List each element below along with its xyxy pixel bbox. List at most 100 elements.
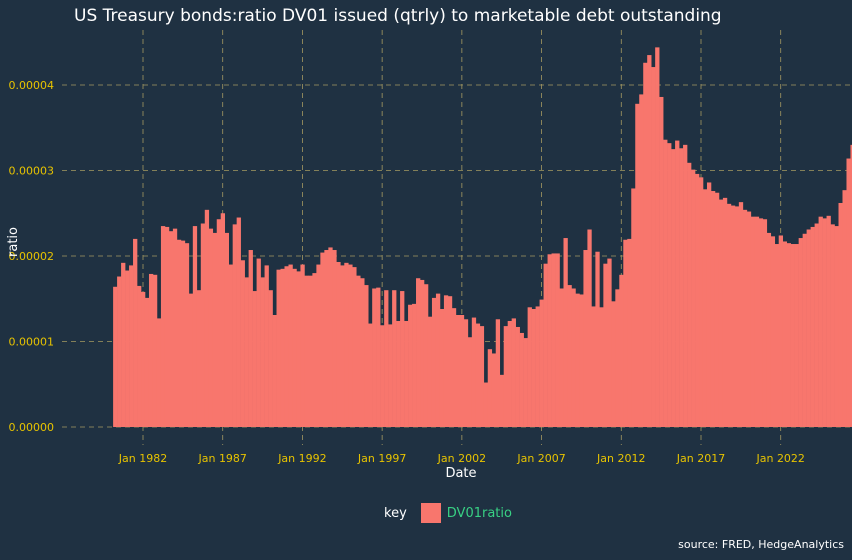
bar [547,254,552,427]
bar [834,226,839,427]
bar [714,192,720,427]
bar [404,320,409,427]
bar [447,296,453,427]
bar [627,238,632,427]
bar [710,191,716,427]
bar [164,226,170,427]
bar [643,62,648,428]
y-tick-label: 0.00002 [9,250,55,263]
bar [284,266,289,427]
bar [667,143,672,427]
bar [292,268,297,427]
bar [766,232,772,427]
bar [427,316,433,427]
x-axis-ticks: Jan 1982 Jan 1987 Jan 1992 Jan 1997 Jan 2002… [118,452,805,465]
bar [659,96,664,427]
bar [344,262,349,427]
bar [599,307,604,427]
bar [240,260,245,427]
bar [695,173,700,427]
bar [806,229,811,427]
bar [583,250,588,427]
bar [738,202,744,427]
bar [144,297,150,427]
bar [396,320,401,427]
bar [216,219,222,427]
bar [587,229,592,427]
x-tick-label: Jan 1987 [197,452,246,465]
bar [352,267,357,427]
bar [328,247,333,427]
x-tick-label: Jan 2007 [516,452,565,465]
bar [264,265,269,427]
bar [204,209,210,427]
bar [148,273,154,427]
bar [607,258,612,427]
bar [527,307,532,427]
x-tick-label: Jan 1982 [118,452,167,465]
bar [722,197,728,427]
bar [631,188,636,427]
bar [176,239,182,427]
bar [380,325,385,427]
bar [336,261,341,427]
bar [212,232,218,427]
bar [702,189,708,427]
bar [244,277,249,428]
bar [675,140,680,427]
bar [288,264,293,427]
bar [615,289,620,427]
bar [746,211,752,427]
bar [635,103,640,427]
bar [683,144,688,427]
bar [156,318,162,427]
bar [376,287,381,427]
bar [443,295,449,427]
bar [121,262,126,427]
y-tick-label: 0.00001 [9,336,55,349]
bar [555,253,560,427]
bar [236,217,241,427]
bar [619,274,624,427]
bar [272,315,277,427]
y-axis-title: ratio [6,227,21,257]
bar [220,213,226,427]
bar [531,309,536,427]
bar [416,278,421,427]
bar [172,228,178,427]
bar [623,239,628,427]
bar [826,215,831,427]
bar [523,338,528,427]
bar [400,291,405,427]
bar [838,202,843,427]
bar [332,250,337,427]
bar [384,290,389,427]
bar [188,293,194,427]
bar [320,252,325,427]
bar [129,265,134,427]
bar [706,182,712,427]
bar [567,285,572,427]
bar [595,251,600,427]
bar [192,226,198,427]
bar [471,317,477,427]
bar [762,219,768,427]
bar [372,288,377,427]
bar [260,277,265,428]
bar [507,320,512,427]
bar [758,218,764,427]
bar [575,293,580,427]
bar [543,263,548,427]
bar [810,226,815,427]
bar [316,264,321,427]
bar [754,216,760,427]
legend: key DV01ratio [384,503,512,523]
bar [232,224,237,427]
x-tick-label: Jan 2002 [437,452,486,465]
bar [268,290,273,427]
bar [830,224,835,427]
bar [511,318,516,427]
bar [364,285,369,427]
bar-series [113,47,852,428]
